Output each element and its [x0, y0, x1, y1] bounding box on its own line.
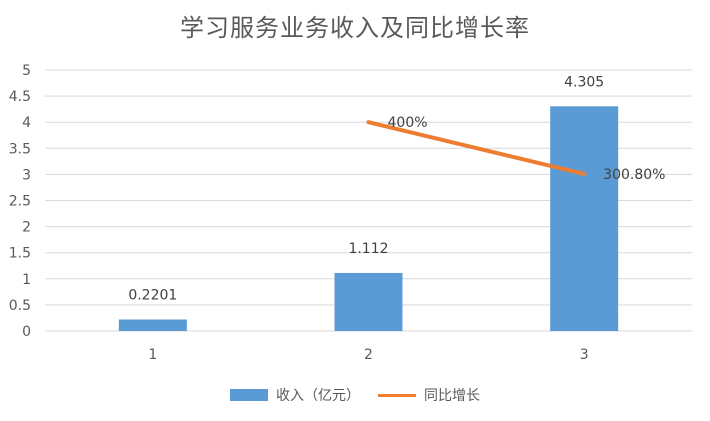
y-tick-label: 3: [22, 167, 31, 183]
y-tick-label: 1.5: [9, 246, 31, 262]
legend-line-label: 同比增长: [424, 388, 480, 404]
y-tick-label: 0: [22, 324, 31, 340]
bar-data-label: 0.2201: [128, 288, 177, 304]
legend-bar-swatch: [230, 389, 268, 401]
line-data-label: 300.80%: [603, 167, 665, 183]
legend-line-swatch: [378, 393, 416, 397]
legend-item-line: 同比增长: [378, 385, 480, 405]
line-point: [367, 120, 370, 124]
legend-bar-label: 收入（亿元）: [276, 388, 360, 404]
x-tick-label: 2: [364, 347, 373, 363]
y-tick-label: 2.5: [9, 194, 31, 210]
y-tick-label: 4: [22, 115, 31, 131]
bar: [550, 106, 619, 332]
bar: [118, 319, 187, 331]
line-point: [582, 172, 586, 176]
x-tick-label: 3: [580, 347, 589, 363]
y-tick-label: 3.5: [9, 141, 31, 157]
bar-data-label: 4.305: [564, 74, 604, 90]
x-tick-label: 1: [148, 347, 157, 363]
bar-data-label: 1.112: [348, 241, 388, 257]
y-tick-label: 2: [22, 220, 31, 236]
y-tick-label: 4.5: [9, 89, 31, 105]
legend-item-bar: 收入（亿元）: [230, 385, 360, 405]
y-tick-label: 5: [22, 63, 31, 79]
chart-title: 学习服务业务收入及同比增长率: [180, 14, 530, 42]
y-tick-label: 0.5: [9, 298, 31, 314]
line-data-label: 400%: [388, 115, 428, 131]
series-line: [366, 120, 587, 176]
bar: [334, 272, 403, 331]
chart-legend: 收入（亿元） 同比增长: [0, 385, 710, 405]
y-tick-label: 1: [22, 272, 31, 288]
